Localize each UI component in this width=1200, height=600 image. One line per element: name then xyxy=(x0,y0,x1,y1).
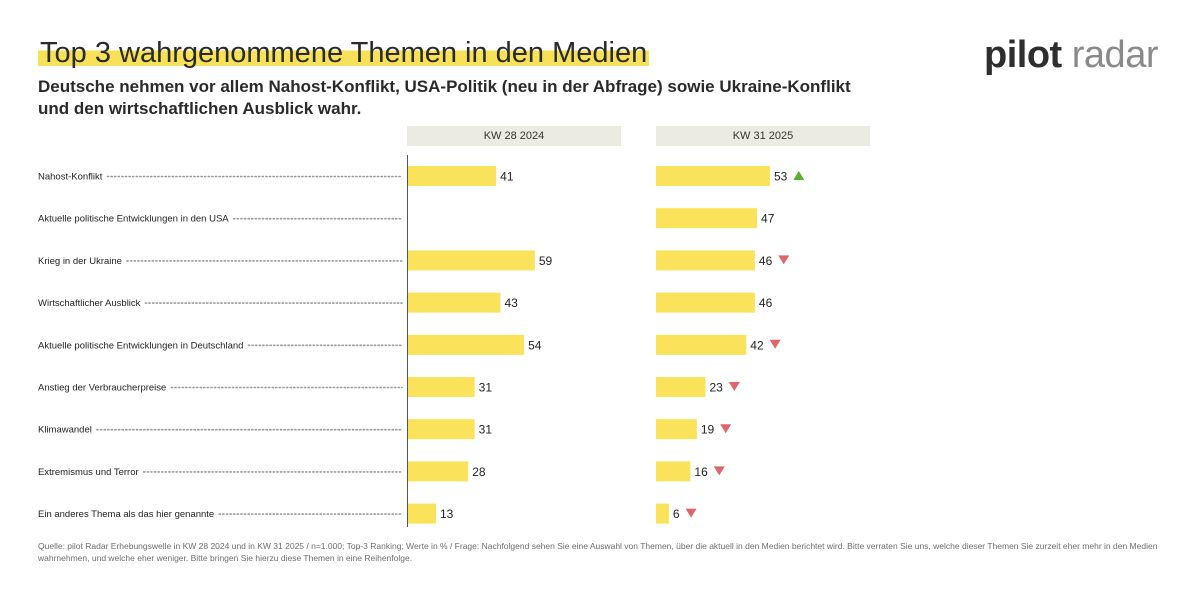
bar-2024 xyxy=(408,292,501,313)
bar-2024 xyxy=(408,461,469,482)
bar-2024 xyxy=(408,377,475,397)
trend-down-icon xyxy=(720,424,732,434)
trend-down-icon xyxy=(769,339,781,349)
value-label: 42 xyxy=(750,338,764,352)
bar-2025 xyxy=(656,250,755,271)
trend-up-icon xyxy=(793,171,805,180)
value-label: 23 xyxy=(709,381,723,395)
source-note: Quelle: pilot Radar Erhebungswelle in KW… xyxy=(38,541,1158,563)
trend-down-icon xyxy=(728,382,740,391)
value-label: 59 xyxy=(539,254,553,268)
trend-down-icon xyxy=(713,466,725,476)
category-label: Aktuelle politische Entwicklungen in Deu… xyxy=(38,340,243,351)
category-label: Wirtschaftlicher Ausblick xyxy=(38,298,141,309)
value-label: 46 xyxy=(759,296,773,310)
bar-2024 xyxy=(408,166,497,186)
trend-down-icon xyxy=(685,508,697,518)
chart-title: Top 3 wahrgenommene Themen in den Medien xyxy=(38,36,650,70)
category-label: Extremismus und Terror xyxy=(38,467,139,478)
value-label: 28 xyxy=(472,465,486,479)
category-label: Krieg in der Ukraine xyxy=(38,256,122,267)
bar-2025 xyxy=(656,208,758,229)
value-label: 31 xyxy=(479,381,493,395)
column-header-2025: KW 31 2025 xyxy=(656,126,870,146)
value-label: 31 xyxy=(479,423,493,437)
bar-2024 xyxy=(408,419,475,440)
logo-word-radar: radar xyxy=(1071,34,1159,76)
value-label: 41 xyxy=(500,170,514,184)
category-label: Nahost-Konflikt xyxy=(38,172,103,183)
chart-subtitle: Deutsche nehmen vor allem Nahost-Konflik… xyxy=(38,77,851,118)
value-label: 19 xyxy=(701,423,715,437)
bar-2025 xyxy=(656,292,755,313)
value-label: 53 xyxy=(774,170,788,184)
bar-2025 xyxy=(656,419,697,440)
value-label: 46 xyxy=(759,254,773,268)
bar-2025 xyxy=(656,461,691,482)
column-header-2024: KW 28 2024 xyxy=(407,126,621,146)
value-label: 13 xyxy=(440,507,454,521)
value-label: 6 xyxy=(673,507,680,521)
category-label: Aktuelle politische Entwicklungen in den… xyxy=(38,214,229,225)
logo-word-pilot: pilot xyxy=(984,34,1062,76)
bar-2024 xyxy=(408,334,525,355)
bar-2025 xyxy=(656,503,669,524)
value-label: 47 xyxy=(761,212,775,226)
trend-down-icon xyxy=(778,255,790,265)
bar-2025 xyxy=(656,166,770,186)
bar-2025 xyxy=(656,334,747,355)
value-label: 54 xyxy=(528,338,542,352)
category-label: Ein anderes Thema als das hier genannte xyxy=(38,509,214,520)
bar-2024 xyxy=(408,250,535,271)
value-label: 16 xyxy=(694,465,708,479)
category-label: Anstieg der Verbraucherpreise xyxy=(38,383,166,394)
category-label: Klimawandel xyxy=(38,425,92,436)
pilot-radar-logo: pilot radar xyxy=(984,34,1158,77)
bar-2025 xyxy=(656,377,706,397)
value-label: 43 xyxy=(504,296,518,310)
bar-2024 xyxy=(408,503,436,524)
